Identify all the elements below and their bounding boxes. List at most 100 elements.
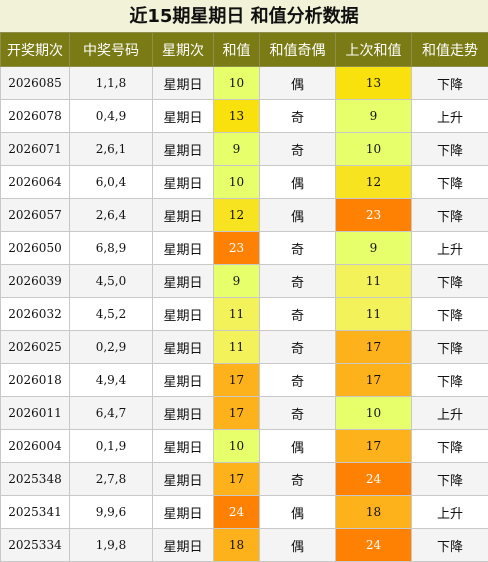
parity-cell: 奇	[259, 297, 336, 331]
period-cell: 2026039	[0, 264, 70, 298]
prev-sum-cell: 18	[335, 495, 412, 529]
parity-cell: 奇	[259, 264, 336, 298]
sum-cell: 17	[213, 462, 260, 496]
parity-cell: 奇	[259, 330, 336, 364]
parity-cell: 奇	[259, 99, 336, 133]
table-row: 2026011 6,4,7 星期日 17 奇 10 上升	[0, 396, 488, 430]
numbers-cell: 0,1,9	[69, 429, 153, 463]
parity-cell: 奇	[259, 363, 336, 397]
parity-cell: 偶	[259, 495, 336, 529]
prev-sum-cell: 17	[335, 363, 412, 397]
period-cell: 2026032	[0, 297, 70, 331]
numbers-cell: 2,6,1	[69, 132, 153, 166]
table-row: 2026050 6,8,9 星期日 23 奇 9 上升	[0, 231, 488, 265]
parity-cell: 偶	[259, 429, 336, 463]
sum-cell: 10	[213, 165, 260, 199]
table-row: 2026032 4,5,2 星期日 11 奇 11 下降	[0, 297, 488, 331]
sum-cell: 23	[213, 231, 260, 265]
period-cell: 2026057	[0, 198, 70, 232]
numbers-cell: 4,5,2	[69, 297, 153, 331]
trend-cell: 上升	[411, 231, 488, 265]
period-cell: 2026085	[0, 66, 70, 100]
period-cell: 2026050	[0, 231, 70, 265]
period-cell: 2026004	[0, 429, 70, 463]
period-cell: 2025341	[0, 495, 70, 529]
table-row: 2026039 4,5,0 星期日 9 奇 11 下降	[0, 264, 488, 298]
weekday-cell: 星期日	[152, 132, 214, 166]
sum-analysis-table: 开奖期次 中奖号码 星期次 和值 和值奇偶 上次和值 和值走势 2026085 1…	[0, 32, 488, 562]
trend-cell: 上升	[411, 99, 488, 133]
weekday-cell: 星期日	[152, 198, 214, 232]
trend-cell: 下降	[411, 429, 488, 463]
header-trend: 和值走势	[411, 32, 488, 67]
trend-cell: 下降	[411, 165, 488, 199]
table-header-row: 开奖期次 中奖号码 星期次 和值 和值奇偶 上次和值 和值走势	[0, 32, 488, 67]
period-cell: 2026064	[0, 165, 70, 199]
trend-cell: 下降	[411, 264, 488, 298]
parity-cell: 奇	[259, 462, 336, 496]
parity-cell: 偶	[259, 165, 336, 199]
weekday-cell: 星期日	[152, 264, 214, 298]
header-period: 开奖期次	[0, 32, 70, 67]
header-parity: 和值奇偶	[259, 32, 336, 67]
parity-cell: 奇	[259, 231, 336, 265]
numbers-cell: 6,4,7	[69, 396, 153, 430]
period-cell: 2026078	[0, 99, 70, 133]
header-weekday: 星期次	[152, 32, 214, 67]
header-sum: 和值	[213, 32, 260, 67]
sum-cell: 9	[213, 132, 260, 166]
parity-cell: 偶	[259, 198, 336, 232]
period-cell: 2025334	[0, 528, 70, 562]
sum-cell: 10	[213, 429, 260, 463]
numbers-cell: 0,4,9	[69, 99, 153, 133]
weekday-cell: 星期日	[152, 165, 214, 199]
sum-cell: 17	[213, 396, 260, 430]
sum-cell: 13	[213, 99, 260, 133]
prev-sum-cell: 10	[335, 132, 412, 166]
period-cell: 2026018	[0, 363, 70, 397]
prev-sum-cell: 12	[335, 165, 412, 199]
sum-cell: 11	[213, 330, 260, 364]
parity-cell: 奇	[259, 132, 336, 166]
trend-cell: 下降	[411, 297, 488, 331]
numbers-cell: 1,9,8	[69, 528, 153, 562]
sum-cell: 18	[213, 528, 260, 562]
prev-sum-cell: 24	[335, 462, 412, 496]
table-row: 2026064 6,0,4 星期日 10 偶 12 下降	[0, 165, 488, 199]
period-cell: 2026025	[0, 330, 70, 364]
sum-cell: 17	[213, 363, 260, 397]
weekday-cell: 星期日	[152, 528, 214, 562]
numbers-cell: 6,0,4	[69, 165, 153, 199]
period-cell: 2026071	[0, 132, 70, 166]
weekday-cell: 星期日	[152, 330, 214, 364]
prev-sum-cell: 10	[335, 396, 412, 430]
prev-sum-cell: 11	[335, 297, 412, 331]
weekday-cell: 星期日	[152, 231, 214, 265]
prev-sum-cell: 9	[335, 99, 412, 133]
prev-sum-cell: 9	[335, 231, 412, 265]
table-row: 2026018 4,9,4 星期日 17 奇 17 下降	[0, 363, 488, 397]
weekday-cell: 星期日	[152, 66, 214, 100]
header-numbers: 中奖号码	[69, 32, 153, 67]
table-row: 2025341 9,9,6 星期日 24 偶 18 上升	[0, 495, 488, 529]
prev-sum-cell: 24	[335, 528, 412, 562]
trend-cell: 下降	[411, 132, 488, 166]
sum-cell: 9	[213, 264, 260, 298]
parity-cell: 偶	[259, 66, 336, 100]
numbers-cell: 1,1,8	[69, 66, 153, 100]
table-row: 2026071 2,6,1 星期日 9 奇 10 下降	[0, 132, 488, 166]
table-row: 2026004 0,1,9 星期日 10 偶 17 下降	[0, 429, 488, 463]
weekday-cell: 星期日	[152, 429, 214, 463]
numbers-cell: 6,8,9	[69, 231, 153, 265]
period-cell: 2026011	[0, 396, 70, 430]
parity-cell: 偶	[259, 528, 336, 562]
header-prev-sum: 上次和值	[335, 32, 412, 67]
table-row: 2025334 1,9,8 星期日 18 偶 24 下降	[0, 528, 488, 562]
prev-sum-cell: 17	[335, 330, 412, 364]
numbers-cell: 0,2,9	[69, 330, 153, 364]
period-cell: 2025348	[0, 462, 70, 496]
weekday-cell: 星期日	[152, 495, 214, 529]
sum-cell: 10	[213, 66, 260, 100]
numbers-cell: 2,6,4	[69, 198, 153, 232]
